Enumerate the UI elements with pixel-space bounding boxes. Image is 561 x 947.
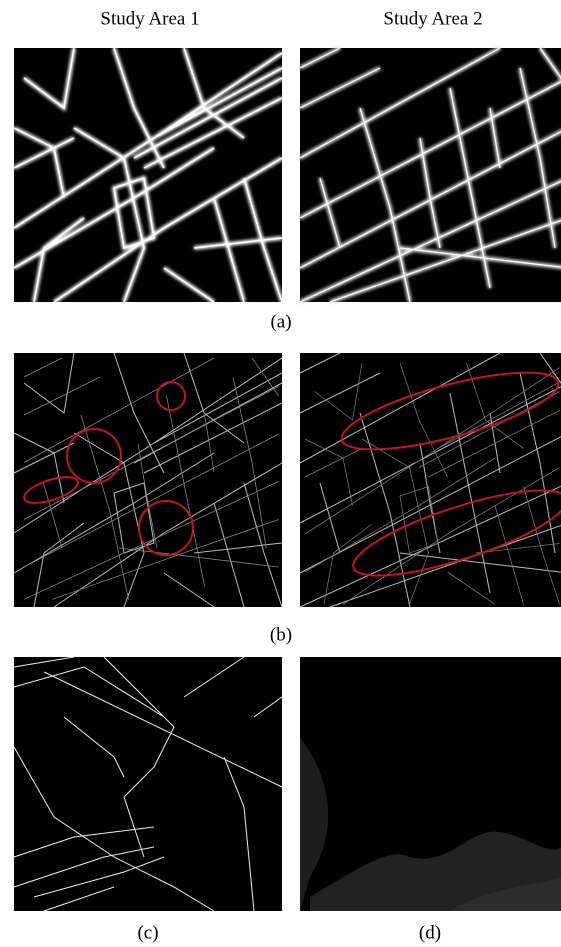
column-title: Study Area 2 bbox=[383, 8, 482, 29]
panel-c bbox=[14, 657, 282, 911]
figure: Study Area 1 Study Area 2 (a) (b) bbox=[0, 0, 561, 947]
caption: (b) bbox=[270, 624, 292, 645]
caption: (a) bbox=[270, 311, 291, 332]
panel-a2 bbox=[300, 48, 561, 302]
caption: (d) bbox=[419, 922, 441, 943]
panel-d bbox=[300, 657, 561, 911]
panel-b2 bbox=[300, 353, 561, 607]
panel-b1 bbox=[14, 353, 282, 607]
panel-a1 bbox=[14, 48, 282, 302]
caption: (c) bbox=[137, 922, 158, 943]
column-title: Study Area 1 bbox=[100, 8, 199, 29]
